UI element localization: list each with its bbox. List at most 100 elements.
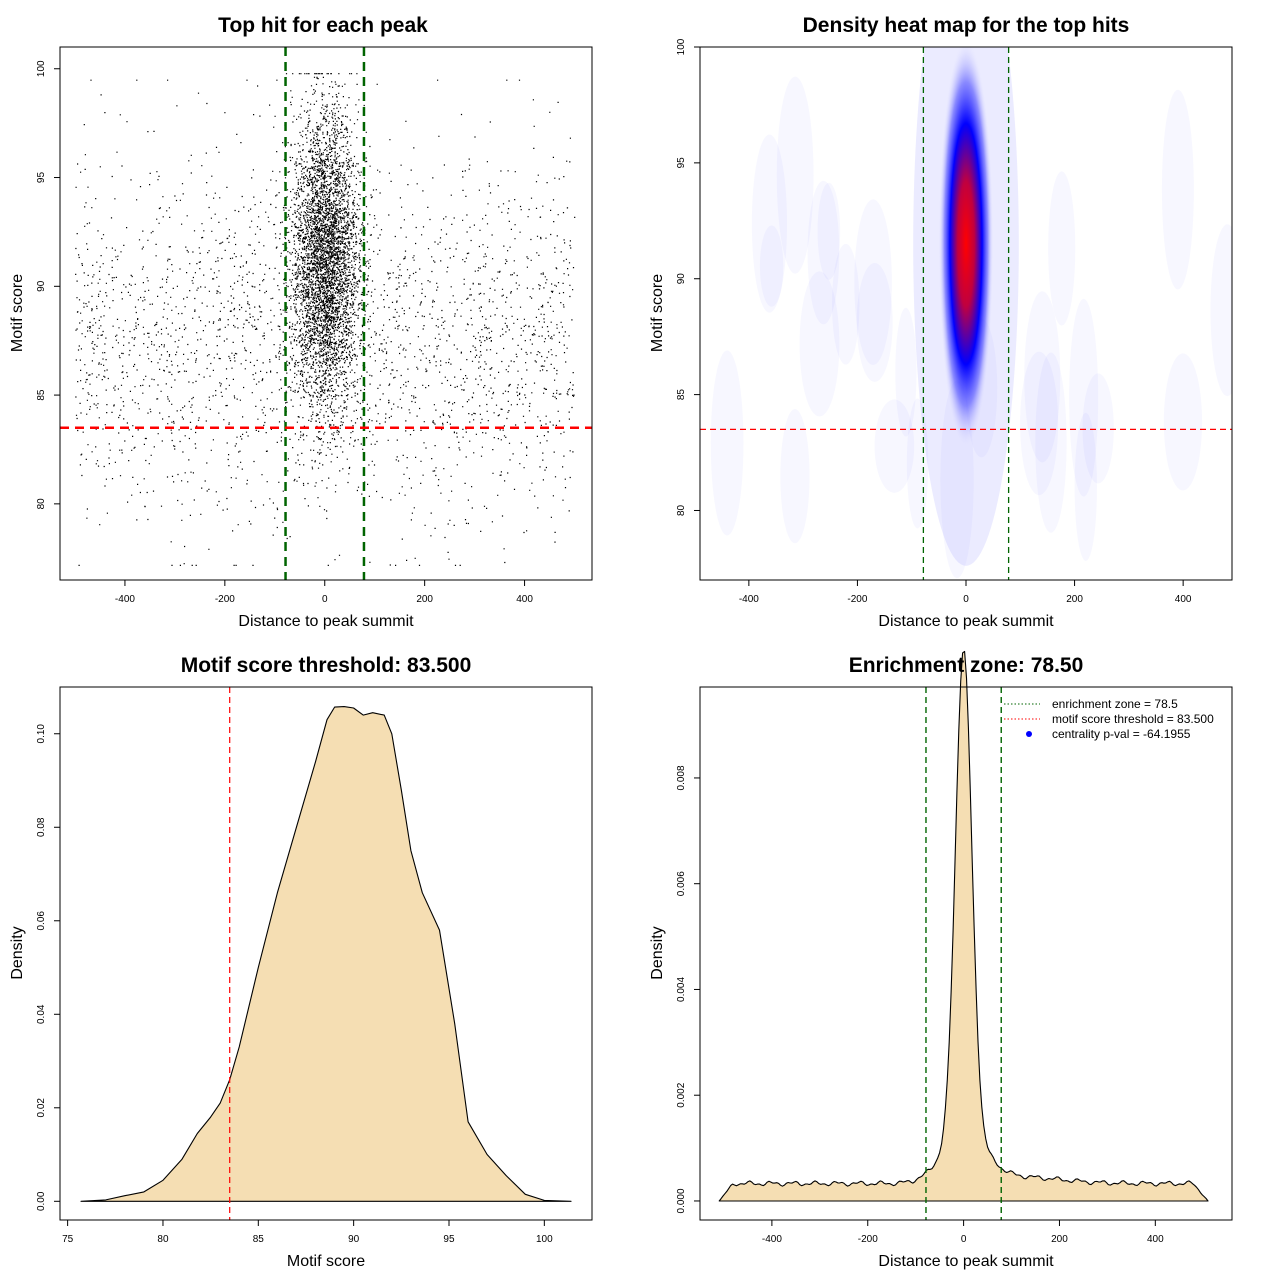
score-density-area (80, 706, 572, 1202)
heatmap-background-cell (1163, 353, 1203, 491)
scatter-ylabel: Motif score (9, 274, 26, 352)
y-tick-label: 85 (676, 389, 687, 401)
heatmap-background-cell (1048, 171, 1076, 326)
y-tick-label: 0.008 (676, 765, 687, 790)
heatmap-background-cell (874, 399, 915, 493)
distance-density-xlabel: Distance to peak summit (878, 1253, 1054, 1270)
x-tick-label: 200 (1066, 594, 1083, 605)
score-density-frame (59, 686, 593, 1221)
heatmap-background-cell (856, 262, 893, 382)
y-tick-label: 100 (676, 38, 687, 55)
heatmap-plot-area (700, 47, 1232, 580)
x-tick-label: -200 (847, 594, 867, 605)
x-tick-label: 400 (1147, 1234, 1164, 1245)
distance-density-frame (699, 686, 1233, 1221)
x-tick-label: 200 (416, 594, 433, 605)
heatmap-background-cell (799, 271, 840, 417)
heatmap-background-cell (1020, 351, 1059, 496)
y-tick-label: 0.000 (676, 1188, 687, 1213)
heatmap-background-cell (807, 180, 840, 325)
x-tick-label: 100 (536, 1234, 553, 1245)
y-tick-label: 90 (676, 273, 687, 285)
y-tick-label: 80 (676, 504, 687, 516)
heatmap-ylabel: Motif score (649, 274, 666, 352)
legend-centrality-label: centrality p-val = -64.1955 (1052, 727, 1191, 741)
heatmap-background-cell (895, 307, 917, 437)
x-tick-label: 200 (1051, 1234, 1068, 1245)
heatmap-ticks: -400 -200 0 200 400 80 85 90 95 100 (676, 38, 1192, 605)
x-tick-label: 0 (322, 594, 328, 605)
y-tick-label: 0.04 (36, 1004, 47, 1024)
y-tick-label: 95 (36, 172, 47, 184)
x-tick-label: -200 (215, 594, 235, 605)
x-tick-label: -400 (739, 594, 759, 605)
scatter-ticks: -400 -200 0 200 400 80 85 90 95 100 (36, 60, 533, 605)
distance-density-plot-area (718, 650, 1209, 1220)
heatmap-background-cell (1161, 89, 1194, 290)
scatter-xlabel: Distance to peak summit (238, 613, 414, 630)
x-tick-label: -400 (115, 594, 135, 605)
heatmap-background-cell (1210, 224, 1232, 397)
scatter-title: Top hit for each peak (218, 14, 428, 37)
y-tick-label: 0.08 (36, 817, 47, 837)
x-tick-label: 400 (1175, 594, 1192, 605)
scatter-plot-area (60, 47, 592, 580)
x-tick-label: 85 (253, 1234, 265, 1245)
y-tick-label: 0.004 (676, 977, 687, 1002)
score-density-plot-area (80, 687, 572, 1220)
score-density-xlabel: Motif score (287, 1253, 365, 1270)
heatmap-background-cell (1082, 373, 1114, 484)
y-tick-label: 0.00 (36, 1191, 47, 1211)
x-tick-label: 95 (443, 1234, 455, 1245)
heatmap-background-cell (1035, 352, 1067, 533)
heatmap-background-cell (1069, 298, 1099, 497)
legend-threshold-label: motif score threshold = 83.500 (1052, 712, 1214, 726)
legend-centrality-point (1026, 731, 1032, 737)
score-density-panel: 75 80 85 90 95 100 0.00 0.02 0.04 0.06 0.08 0.10 Mo… (9, 654, 593, 1270)
heatmap-background-cell (854, 199, 892, 366)
heatmap-background-cell (759, 225, 784, 307)
y-tick-label: 95 (676, 157, 687, 169)
heatmap-panel: -400 -200 0 200 400 80 85 90 95 100 Density heat … (649, 14, 1233, 630)
distance-density-title: Enrichment zone: 78.50 (849, 654, 1084, 677)
scatter-points (75, 73, 576, 566)
x-tick-label: 80 (157, 1234, 169, 1245)
heatmap-background-cell (776, 76, 814, 274)
heatmap-hotspot (938, 47, 994, 452)
scatter-frame (59, 46, 593, 581)
legend-enrichment-label: enrichment zone = 78.5 (1052, 697, 1178, 711)
heatmap-background-cell (710, 350, 744, 536)
heatmap-title: Density heat map for the top hits (803, 14, 1130, 37)
x-tick-label: 75 (62, 1234, 74, 1245)
heatmap-background-cell (751, 134, 788, 313)
x-tick-label: 0 (963, 594, 969, 605)
x-tick-label: 90 (348, 1234, 360, 1245)
heatmap-background-cell (780, 409, 810, 544)
y-tick-label: 90 (36, 280, 47, 292)
y-tick-label: 0.002 (676, 1082, 687, 1107)
y-tick-label: 0.10 (36, 724, 47, 744)
distance-density-area (718, 650, 1209, 1202)
distance-density-panel: -400 -200 0 200 400 0.000 0.002 0.004 0.006 0.008… (649, 650, 1233, 1270)
heatmap-background-cell (817, 182, 841, 280)
y-tick-label: 100 (36, 60, 47, 77)
y-tick-label: 85 (36, 389, 47, 401)
x-tick-label: -400 (762, 1234, 782, 1245)
x-tick-label: 0 (961, 1234, 967, 1245)
heatmap-background-cell (1024, 291, 1061, 463)
score-density-ticks: 75 80 85 90 95 100 0.00 0.02 0.04 0.06 0.08 0.10 (36, 724, 553, 1245)
distance-density-ticks: -400 -200 0 200 400 0.000 0.002 0.004 0.006 0.008 (676, 765, 1164, 1245)
x-tick-label: 400 (516, 594, 533, 605)
distance-density-ylabel: Density (649, 926, 666, 979)
heatmap-background-cell (832, 243, 860, 365)
heatmap-xlabel: Distance to peak summit (878, 613, 1054, 630)
score-density-ylabel: Density (9, 926, 26, 979)
heatmap-background-cell (1074, 412, 1097, 561)
y-tick-label: 0.006 (676, 871, 687, 896)
y-tick-label: 0.06 (36, 911, 47, 931)
y-tick-label: 0.02 (36, 1098, 47, 1118)
y-tick-label: 80 (36, 498, 47, 510)
score-density-title: Motif score threshold: 83.500 (181, 654, 472, 677)
scatter-panel: -400 -200 0 200 400 80 85 90 95 100 Top hit for e… (9, 14, 593, 630)
